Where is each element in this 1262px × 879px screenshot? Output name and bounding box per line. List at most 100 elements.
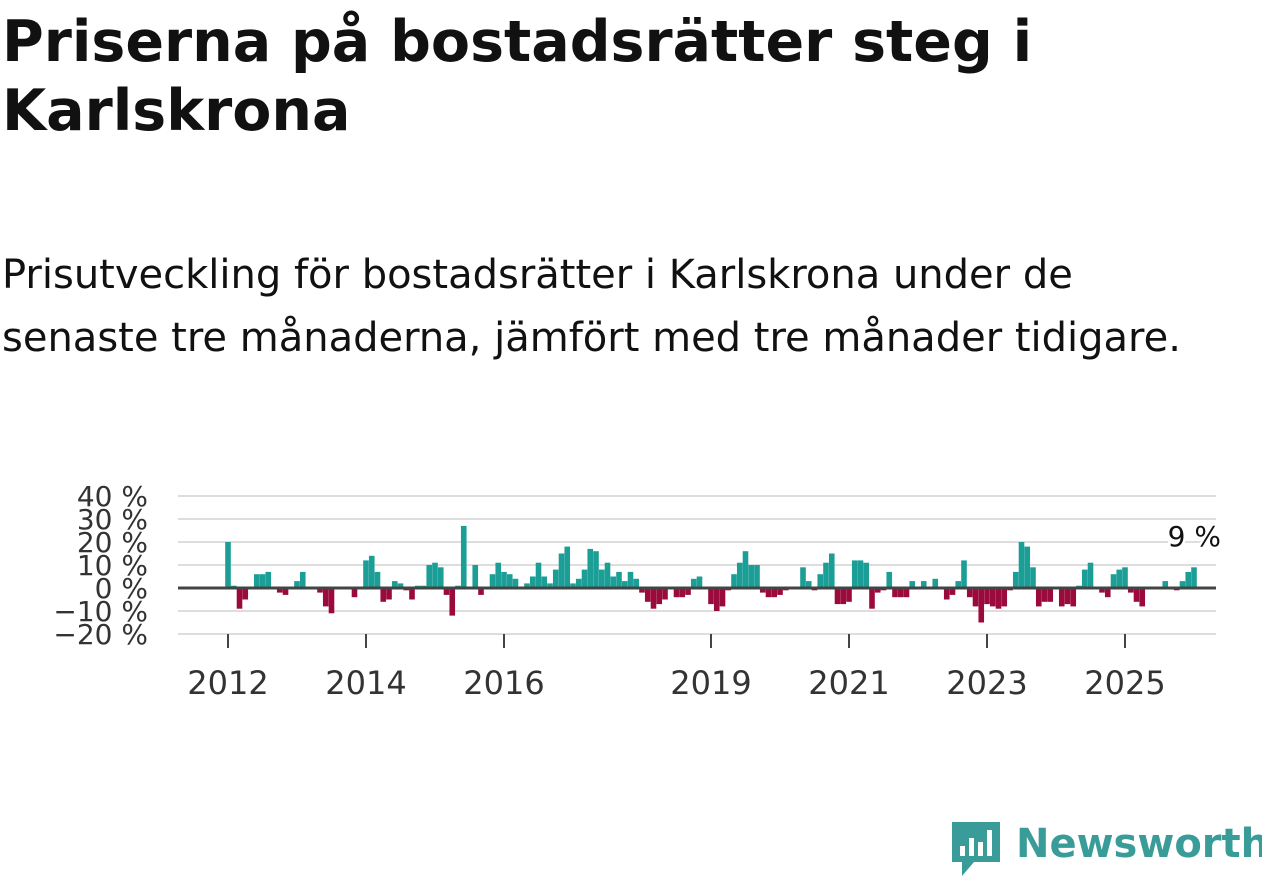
- bar: [322, 588, 329, 607]
- bar: [236, 588, 243, 609]
- bar: [909, 581, 916, 588]
- bar: [633, 578, 640, 588]
- chart-subtitle: Prisutveckling för bostadsrätter i Karls…: [2, 252, 1181, 361]
- bar: [598, 569, 605, 588]
- y-tick-label: −20 %: [53, 618, 148, 651]
- bar: [386, 588, 392, 600]
- newsworthy-logo: Newsworthy: [948, 818, 1262, 878]
- bar: [805, 581, 812, 588]
- bar: [754, 565, 760, 588]
- bar: [685, 588, 691, 595]
- bar: [489, 574, 496, 588]
- bar: [989, 588, 996, 607]
- bar: [656, 588, 663, 605]
- newsworthy-logo-icon: [952, 822, 1000, 876]
- x-tick-label: 2012: [187, 664, 268, 702]
- bar: [437, 567, 444, 588]
- bar: [1110, 574, 1117, 588]
- bar: [1047, 588, 1054, 602]
- bar: [1162, 581, 1169, 588]
- bar: [363, 560, 369, 588]
- bar: [1070, 588, 1077, 607]
- bar: [696, 576, 703, 588]
- bar: [282, 588, 289, 595]
- bar: [253, 574, 260, 588]
- bar: [846, 588, 852, 602]
- bar: [966, 588, 973, 598]
- bar: [777, 588, 783, 595]
- bar: [535, 562, 542, 588]
- bar: [259, 574, 266, 588]
- bar: [1179, 581, 1186, 588]
- bar: [742, 551, 749, 588]
- bar: [828, 553, 835, 588]
- bar: [242, 588, 249, 600]
- bar: [1191, 567, 1197, 588]
- bar: [593, 551, 599, 588]
- bar: [851, 560, 858, 588]
- bar: [449, 588, 456, 616]
- bar-chart: −20 %−10 %0 %10 %20 %30 %40 % 2012 2014 20…: [53, 480, 1223, 702]
- bar: [978, 588, 985, 623]
- bar: [380, 588, 387, 602]
- bar: [299, 571, 306, 588]
- bar: [575, 578, 582, 588]
- y-tick-label: 0 %: [95, 572, 148, 605]
- bar: [495, 562, 502, 588]
- bar: [374, 571, 381, 588]
- bar: [610, 576, 617, 588]
- bar: [368, 555, 375, 588]
- bar: [409, 588, 415, 600]
- bar: [1116, 569, 1123, 588]
- bars: [225, 525, 1197, 623]
- x-tick-label: 2019: [670, 664, 751, 702]
- bar: [713, 588, 720, 611]
- bar: [869, 588, 875, 609]
- bar: [771, 588, 778, 598]
- bar: [541, 576, 548, 588]
- x-tick-label: 2023: [946, 664, 1027, 702]
- bar: [863, 562, 870, 588]
- bar: [800, 567, 806, 588]
- bar: [276, 588, 283, 593]
- bar: [886, 571, 893, 588]
- bar: [708, 588, 714, 605]
- bar: [639, 588, 645, 593]
- bar: [1139, 588, 1146, 607]
- bar: [397, 583, 404, 588]
- x-tick-label: 2014: [325, 664, 406, 702]
- y-tick-label: 40 %: [77, 480, 148, 513]
- last-value-annotation: 9 %: [1168, 520, 1221, 553]
- bar: [1024, 546, 1031, 588]
- bar: [351, 588, 358, 598]
- bar: [1012, 571, 1019, 588]
- bar: [1041, 588, 1048, 602]
- bar: [955, 581, 962, 588]
- bar: [472, 565, 479, 588]
- bar: [570, 583, 576, 588]
- bar: [897, 588, 904, 598]
- bar: [731, 574, 737, 588]
- gridlines: [178, 495, 1216, 635]
- bar: [1081, 569, 1088, 588]
- bar: [765, 588, 772, 598]
- bar: [1035, 588, 1042, 607]
- bar: [426, 565, 433, 588]
- bar: [932, 578, 939, 588]
- bar: [1099, 588, 1105, 593]
- bar: [581, 569, 588, 588]
- bar: [817, 574, 824, 588]
- bar: [995, 588, 1002, 609]
- y-tick-label: −10 %: [53, 595, 148, 628]
- x-tick-label: 2021: [808, 664, 889, 702]
- bar: [1001, 588, 1008, 607]
- bar: [616, 571, 622, 588]
- bar: [840, 588, 847, 605]
- bar: [748, 565, 755, 588]
- bar: [1030, 567, 1036, 588]
- bar: [1018, 542, 1025, 588]
- bar: [501, 571, 507, 588]
- bar: [673, 588, 680, 598]
- bar: [650, 588, 657, 609]
- bar: [225, 542, 231, 588]
